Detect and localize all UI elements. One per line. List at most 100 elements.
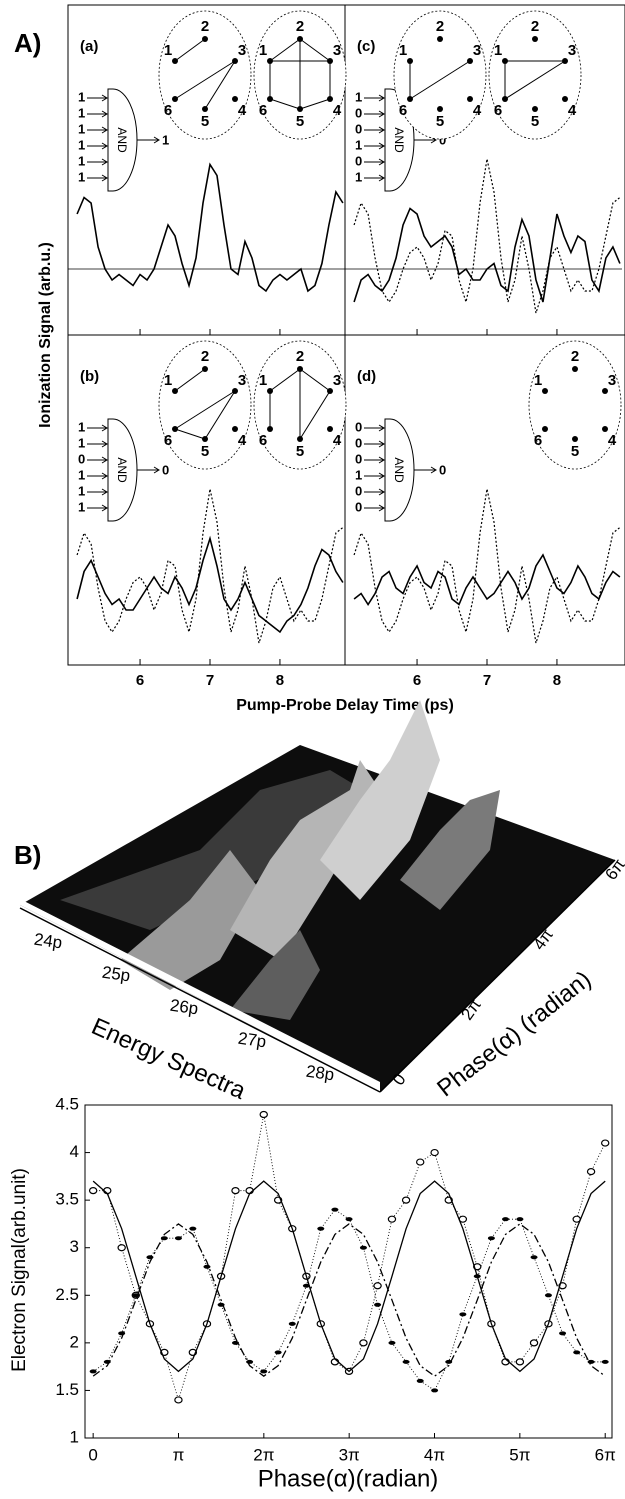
graph-outline <box>528 340 622 470</box>
node-label: 2 <box>436 18 444 35</box>
arrow-head <box>101 456 108 464</box>
gate-input: 1 <box>78 499 85 514</box>
graph-node <box>407 96 413 102</box>
marker <box>530 1255 538 1260</box>
graph-node <box>267 96 273 102</box>
surface-plot <box>19 700 616 1093</box>
marker <box>231 1340 239 1345</box>
marker <box>544 1293 552 1298</box>
gate-input: 1 <box>78 419 85 434</box>
marker <box>587 1359 595 1364</box>
energy-tick-label: 27p <box>237 1029 268 1052</box>
graph-node <box>407 58 413 64</box>
x-tick-label: 3π <box>339 1445 360 1464</box>
gate-label: AND <box>392 457 406 483</box>
gate-input: 1 <box>78 121 85 136</box>
marker <box>88 1187 98 1195</box>
panel-tag: (b) <box>80 368 99 385</box>
marker <box>374 1302 382 1307</box>
node-label: 1 <box>494 42 502 59</box>
node-label: 3 <box>568 42 576 59</box>
marker <box>431 1388 439 1393</box>
marker <box>345 1217 353 1222</box>
marker <box>529 1339 539 1347</box>
node-label: 1 <box>164 372 172 389</box>
panel-tag: (c) <box>357 38 375 55</box>
surface-ridge <box>400 790 500 910</box>
arrow-head <box>378 488 385 496</box>
graph-node <box>467 96 473 102</box>
x-tick-label: 6π <box>595 1445 616 1464</box>
graph-node <box>532 106 538 112</box>
gate-input: 0 <box>78 451 85 466</box>
node-label: 4 <box>333 432 342 449</box>
node-label: 6 <box>534 432 542 449</box>
graph-edge <box>299 368 331 392</box>
gate-label: AND <box>115 127 129 153</box>
marker <box>459 1312 467 1317</box>
node-label: 6 <box>259 432 267 449</box>
gate-input: 1 <box>355 467 362 482</box>
axis-label: Energy Spectra <box>87 1013 250 1105</box>
graph-node <box>602 388 608 394</box>
y-axis-label: Ionization Signal (arb.u.) <box>37 242 54 428</box>
graph-node <box>502 58 508 64</box>
node-label: 6 <box>494 102 502 119</box>
marker <box>259 1110 268 1119</box>
marker <box>586 1167 596 1176</box>
arrow-head <box>378 94 385 102</box>
marker <box>401 1196 411 1204</box>
graph-node <box>172 388 178 394</box>
energy-tick-label: 24p <box>33 930 64 953</box>
node-label: 5 <box>201 443 209 460</box>
gate-input: 1 <box>78 169 85 184</box>
and-gate <box>384 418 415 522</box>
graph-edge <box>204 390 236 440</box>
graph-node <box>202 106 208 112</box>
graph-node <box>532 36 538 42</box>
graph-node <box>327 426 333 432</box>
node-label: 2 <box>296 18 304 35</box>
trace <box>353 207 621 303</box>
marker <box>502 1217 510 1222</box>
node-label: 1 <box>534 372 542 389</box>
gate-label: AND <box>115 457 129 483</box>
y-tick-label: 2 <box>70 1332 79 1351</box>
gate-input: 1 <box>78 89 85 104</box>
graph-outline <box>158 10 252 140</box>
x-tick-label: π <box>173 1445 185 1464</box>
x-tick-label: 2π <box>253 1445 274 1464</box>
arrow-head <box>378 110 385 118</box>
marker <box>231 1187 240 1195</box>
trace <box>353 158 621 314</box>
marker <box>246 1359 254 1364</box>
graph-node <box>297 436 303 442</box>
surface-ridge <box>230 930 320 1020</box>
marker <box>189 1226 197 1231</box>
marker <box>132 1293 140 1298</box>
graph-node <box>267 388 273 394</box>
trace <box>353 553 621 606</box>
node-label: 5 <box>436 113 444 130</box>
node-label: 1 <box>164 42 172 59</box>
y-tick-label: 4 <box>70 1142 79 1161</box>
node-label: 5 <box>296 113 304 130</box>
gate-input: 1 <box>78 467 85 482</box>
marker <box>302 1283 310 1288</box>
gate-input: 1 <box>78 137 85 152</box>
marker <box>89 1369 97 1374</box>
node-label: 2 <box>296 348 304 365</box>
node-label: 2 <box>571 348 579 365</box>
graph-node <box>437 106 443 112</box>
gate-input: 0 <box>355 451 362 466</box>
node-label: 3 <box>333 42 341 59</box>
graph-edge <box>269 38 301 62</box>
graph-edge <box>174 390 236 430</box>
graph-node <box>327 388 333 394</box>
y-axis-label: Electron Signal(arb.unit) <box>9 1168 30 1372</box>
arrow-head <box>153 136 160 144</box>
and-gate <box>107 88 138 192</box>
plot-frame <box>84 1104 613 1439</box>
graph-node <box>297 36 303 42</box>
and-gate <box>107 418 138 522</box>
